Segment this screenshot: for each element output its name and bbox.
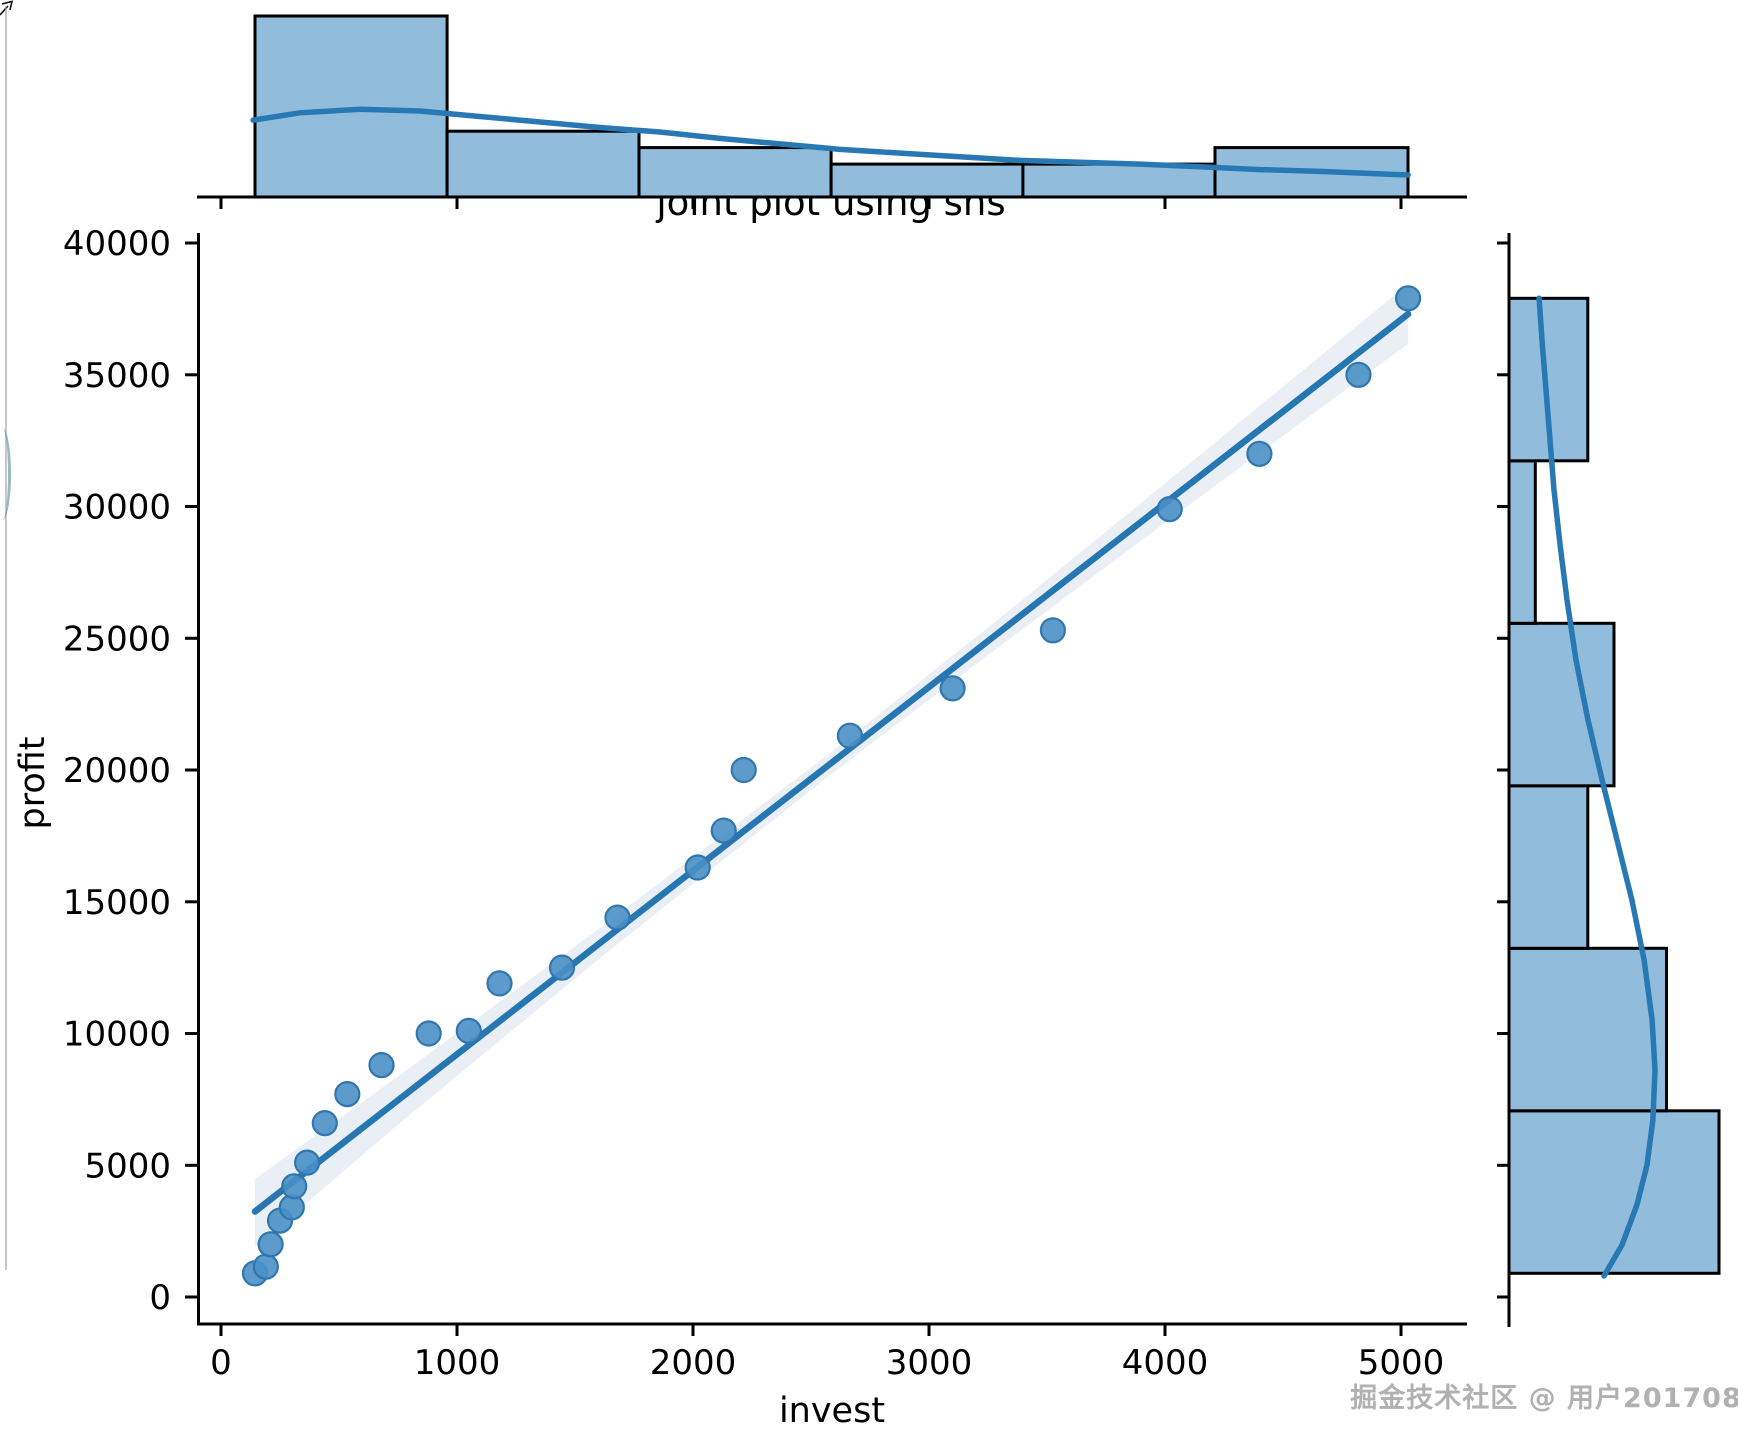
scatter-point — [1246, 440, 1273, 467]
right-hist-bar — [1507, 459, 1537, 625]
left-edge-artifact — [5, 6, 7, 1270]
top-hist-bar — [829, 162, 1025, 199]
x-tick-label: 5000 — [1358, 1343, 1445, 1383]
scatter-point — [1345, 361, 1372, 388]
right-hist-bar — [1507, 946, 1668, 1113]
top-hist-bar — [1021, 162, 1217, 199]
y-tick-label: 15000 — [63, 883, 171, 923]
right-hist-bar — [1507, 784, 1590, 950]
x-tick-label: 3000 — [886, 1343, 973, 1383]
y-tick-label: 25000 — [63, 619, 171, 659]
scatter-point — [294, 1149, 321, 1176]
x-tick-label: 1000 — [414, 1343, 501, 1383]
scatter-point — [311, 1109, 338, 1137]
y-tick-label: 30000 — [63, 488, 171, 528]
right-hist-bar — [1507, 1109, 1721, 1275]
scatter-point — [455, 1017, 482, 1045]
x-tick-label: 4000 — [1122, 1343, 1209, 1383]
scatter-point — [939, 675, 966, 702]
scatter-point — [604, 904, 631, 931]
scatter-point — [836, 722, 864, 749]
watermark-text: 掘金技术社区 @ 用户201708 — [1350, 1383, 1738, 1414]
x-tick-label: 0 — [210, 1343, 232, 1383]
scatter-point — [281, 1173, 308, 1200]
y-tick-label: 35000 — [63, 356, 171, 396]
scatter-point — [334, 1080, 361, 1108]
scatter-point — [548, 954, 576, 981]
teal-curve-artifact — [0, 428, 11, 520]
scatter-point — [486, 970, 513, 997]
right-kde-curve — [1536, 295, 1658, 1279]
scatter-point — [252, 1253, 279, 1280]
y-tick-label: 20000 — [63, 751, 171, 791]
y-tick-label: 10000 — [63, 1015, 171, 1055]
x-tick-label: 2000 — [650, 1343, 737, 1383]
regression-line — [251, 310, 1412, 1215]
top-hist-bar — [637, 146, 833, 199]
y-tick-label: 5000 — [84, 1146, 171, 1186]
scatter-point — [257, 1231, 284, 1258]
top-hist-bar — [253, 14, 449, 199]
x-axis-label: invest — [778, 1391, 886, 1431]
scatter-point — [684, 854, 711, 881]
top-kde-curve — [250, 106, 1411, 178]
scatter-point — [368, 1051, 395, 1079]
scatter-point — [730, 756, 757, 784]
top-hist-bar — [445, 129, 641, 199]
scatter-point — [415, 1020, 442, 1047]
scatter-point — [710, 817, 737, 844]
scatter-point — [1394, 285, 1422, 312]
scatter-point — [1156, 496, 1183, 523]
scatter-point — [1039, 617, 1067, 644]
cursor-arrow-icon — [0, 0, 14, 16]
y-tick-label: 40000 — [63, 224, 171, 264]
y-tick-label: 0 — [149, 1278, 171, 1318]
